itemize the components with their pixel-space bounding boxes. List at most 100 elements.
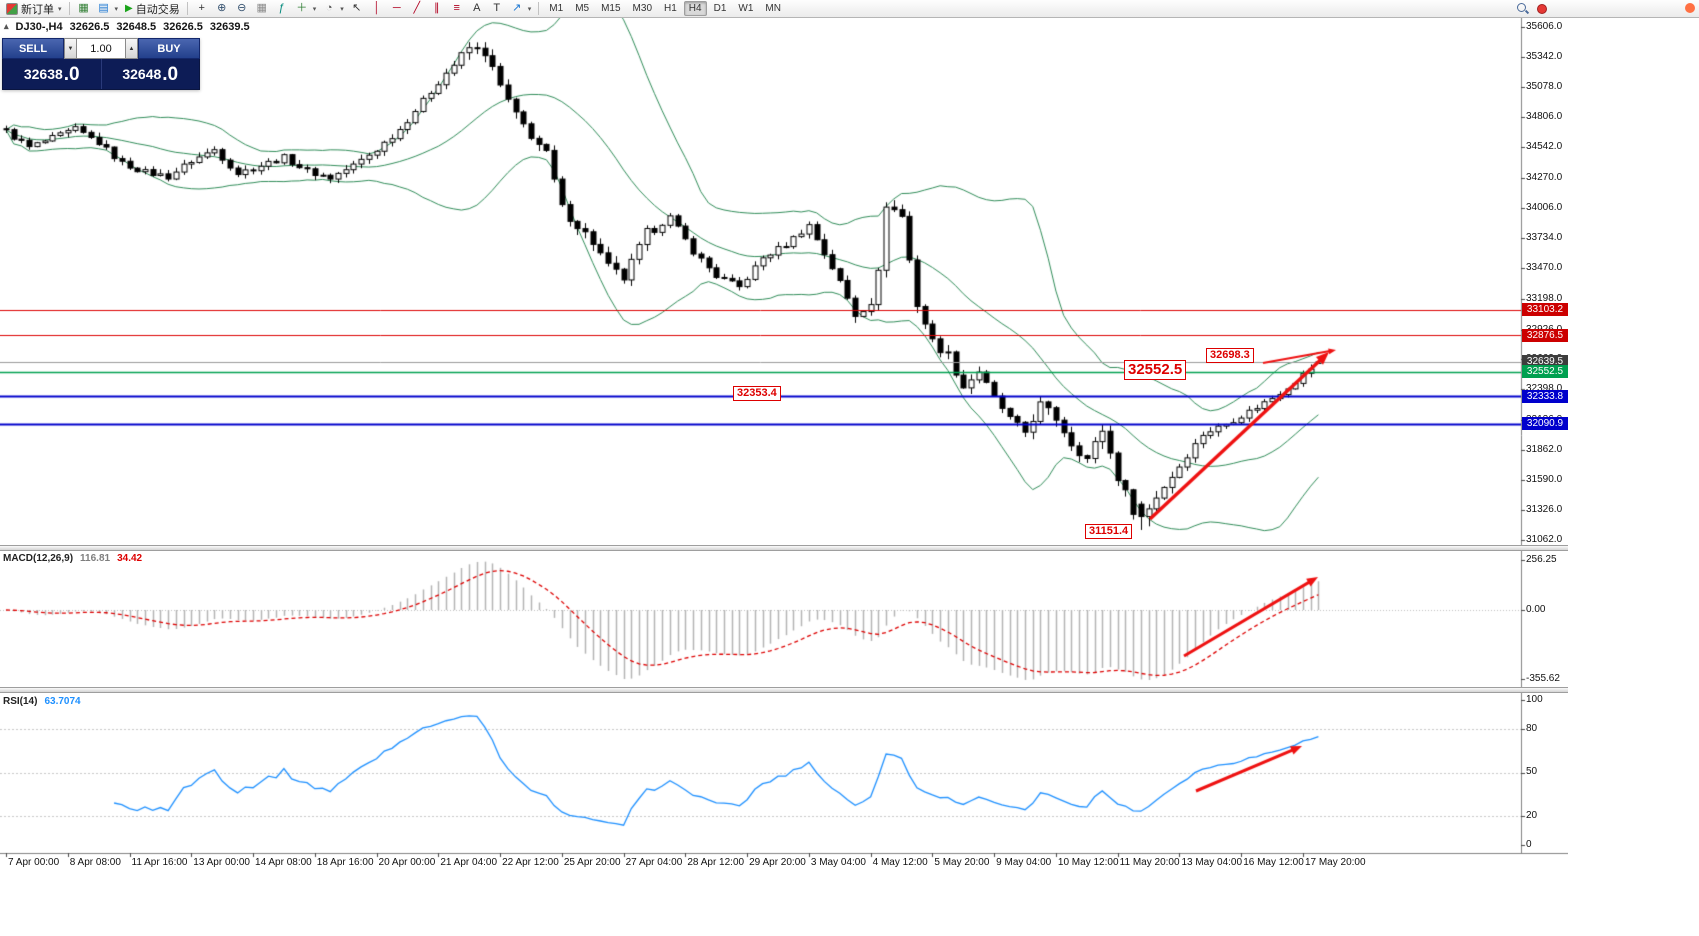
price-axis-tick: 33470.0 [1526, 262, 1563, 274]
macd-scale-max: 256.25 [1526, 554, 1557, 565]
profiles-icon: ▤ [98, 2, 109, 14]
time-axis-label: 21 Apr 04:00 [440, 857, 498, 868]
rsi-scale-80: 80 [1526, 723, 1538, 734]
equidistant-channel-button[interactable]: ∥ [427, 1, 447, 17]
buy-price-display[interactable]: 32648 .0 [100, 59, 200, 89]
price-axis-tick: 35078.0 [1526, 80, 1563, 92]
grid-icon: ▦ [256, 2, 267, 14]
search-icon[interactable] [1516, 2, 1529, 15]
timeframe-h4[interactable]: H4 [683, 1, 707, 16]
chart-window: ▴ DJ30-,H4 32626.5 32648.5 32626.5 32639… [0, 18, 1568, 874]
grid-button[interactable]: ▦ [252, 1, 272, 17]
timeframe-m30[interactable]: M30 [632, 3, 652, 14]
time-axis-label: 28 Apr 12:00 [687, 857, 745, 868]
indicators-button[interactable]: ƒ [272, 1, 292, 17]
rsi-title: RSI(14) [3, 696, 38, 707]
profiles-button[interactable]: ▤ ▾ [94, 1, 122, 17]
timeframe-mn[interactable]: MN [765, 3, 781, 14]
zoom-in-button[interactable]: ⊕ [212, 1, 232, 17]
charts-button[interactable]: ▦ [74, 1, 94, 17]
price-axis-tick: 31326.0 [1526, 504, 1563, 516]
timeframe-h1[interactable]: H1 [664, 3, 677, 14]
high-value: 32648.5 [116, 21, 157, 33]
timeframe-m5[interactable]: M5 [575, 3, 590, 14]
chevron-down-icon: ▾ [58, 5, 62, 13]
time-axis-label: 17 May 20:00 [1304, 857, 1366, 868]
autotrading-button[interactable]: ▶ 自动交易 [122, 1, 183, 17]
periods-button[interactable]: ◔ ▾ [319, 1, 347, 17]
text-button[interactable]: A [467, 1, 487, 17]
time-axis-label: 14 Apr 08:00 [255, 857, 312, 868]
sell-button[interactable]: SELL [2, 38, 64, 59]
panel-separator[interactable] [0, 687, 1568, 693]
price-chart-canvas[interactable] [0, 18, 1568, 874]
one-click-trading-panel: SELL ▼ ▲ BUY 32638 .0 32648 .0 [2, 38, 200, 90]
sell-price: 32638 [23, 66, 63, 82]
timeframe-m15[interactable]: M15 [601, 3, 621, 14]
new-order-button[interactable]: 新订单 ▾ [3, 1, 65, 17]
volume-input[interactable] [77, 38, 125, 59]
price-axis-tick: 34806.0 [1526, 111, 1563, 123]
timeframe-d1[interactable]: D1 [713, 3, 727, 14]
play-icon: ▶ [125, 3, 133, 14]
macd-scale-min: -355.62 [1526, 673, 1560, 684]
time-axis-label: 3 May 04:00 [810, 857, 866, 868]
vertical-line-button[interactable]: │ [367, 1, 387, 17]
toolbar-separator [68, 2, 70, 15]
buy-price-frac: .0 [162, 64, 179, 85]
panel-separator[interactable] [0, 545, 1568, 551]
notification-dot-icon [1685, 3, 1695, 13]
chevron-down-icon: ▼ [67, 45, 74, 52]
price-line-label: 32333.8 [1522, 389, 1568, 403]
price-annotation[interactable]: 32698.3 [1206, 348, 1254, 363]
time-axis-label: 4 May 12:00 [872, 857, 928, 868]
record-icon[interactable] [1537, 3, 1547, 14]
volume-increase-button[interactable]: ▲ [125, 38, 138, 59]
toolbar-separator [538, 2, 540, 15]
time-axis-label: 10 May 12:00 [1057, 857, 1119, 868]
time-axis-label: 16 May 12:00 [1243, 857, 1304, 868]
fibonacci-button[interactable]: ≡ [447, 1, 467, 17]
zoom-out-button[interactable]: ⊖ [232, 1, 252, 17]
price-line-label: 32090.9 [1522, 417, 1568, 431]
time-axis-label: 13 May 04:00 [1181, 857, 1243, 868]
volume-decrease-button[interactable]: ▼ [64, 38, 77, 59]
price-annotation[interactable]: 31151.4 [1085, 524, 1133, 539]
price-line-label: 33103.2 [1522, 303, 1568, 317]
time-axis-label: 11 May 20:00 [1119, 857, 1180, 868]
trendline-button[interactable]: ╱ [407, 1, 427, 17]
macd-signal-value: 34.42 [117, 553, 143, 564]
price-annotation[interactable]: 32353.4 [733, 386, 781, 401]
toolbar-separator [186, 2, 188, 15]
buy-button[interactable]: BUY [138, 38, 200, 59]
price-line-label: 32639.5 [1522, 355, 1568, 369]
cursor-icon: ↖ [352, 2, 362, 14]
time-axis-label: 18 Apr 16:00 [316, 857, 374, 868]
horizontal-line-icon: ─ [392, 2, 401, 14]
cursor-button[interactable]: ↖ [347, 1, 367, 17]
main-toolbar: 新订单 ▾ ▦ ▤ ▾ ▶ 自动交易 + ⊕ ⊖ ▦ ƒ ＋ ▾ ◔ ▾ ↖ │ ─ ╱ ∥ ≡ A T ↗ ▾ M1 M… [0, 0, 1699, 18]
timeframe-m1[interactable]: M1 [549, 3, 564, 14]
rsi-value: 63.7074 [44, 696, 81, 707]
price-annotation[interactable]: 32552.5 [1124, 360, 1187, 380]
charts-icon: ▦ [78, 2, 89, 14]
timeframe-w1[interactable]: W1 [738, 3, 754, 14]
arrows-icon: ↗ [512, 2, 522, 14]
text-label-button[interactable]: T [487, 1, 507, 17]
chevron-up-icon: ▲ [128, 45, 135, 52]
text-label-icon: T [493, 2, 501, 14]
arrows-button[interactable]: ↗ ▾ [507, 1, 535, 17]
horizontal-line-button[interactable]: ─ [387, 1, 407, 17]
collapse-panel-icon[interactable]: ▴ [4, 21, 9, 31]
time-axis-label: 25 Apr 20:00 [563, 857, 621, 868]
chevron-down-icon: ▾ [114, 5, 119, 13]
rsi-scale-100: 100 [1526, 694, 1543, 705]
crosshair-button[interactable]: + [192, 1, 212, 17]
objects-add-icon: ＋ [296, 2, 308, 14]
objects-add-button[interactable]: ＋ ▾ [292, 1, 320, 17]
time-axis-label: 11 Apr 16:00 [131, 857, 188, 868]
sell-price-display[interactable]: 32638 .0 [3, 59, 101, 89]
price-axis-tick: 34542.0 [1526, 141, 1563, 153]
rsi-scale-0: 0 [1526, 839, 1532, 850]
